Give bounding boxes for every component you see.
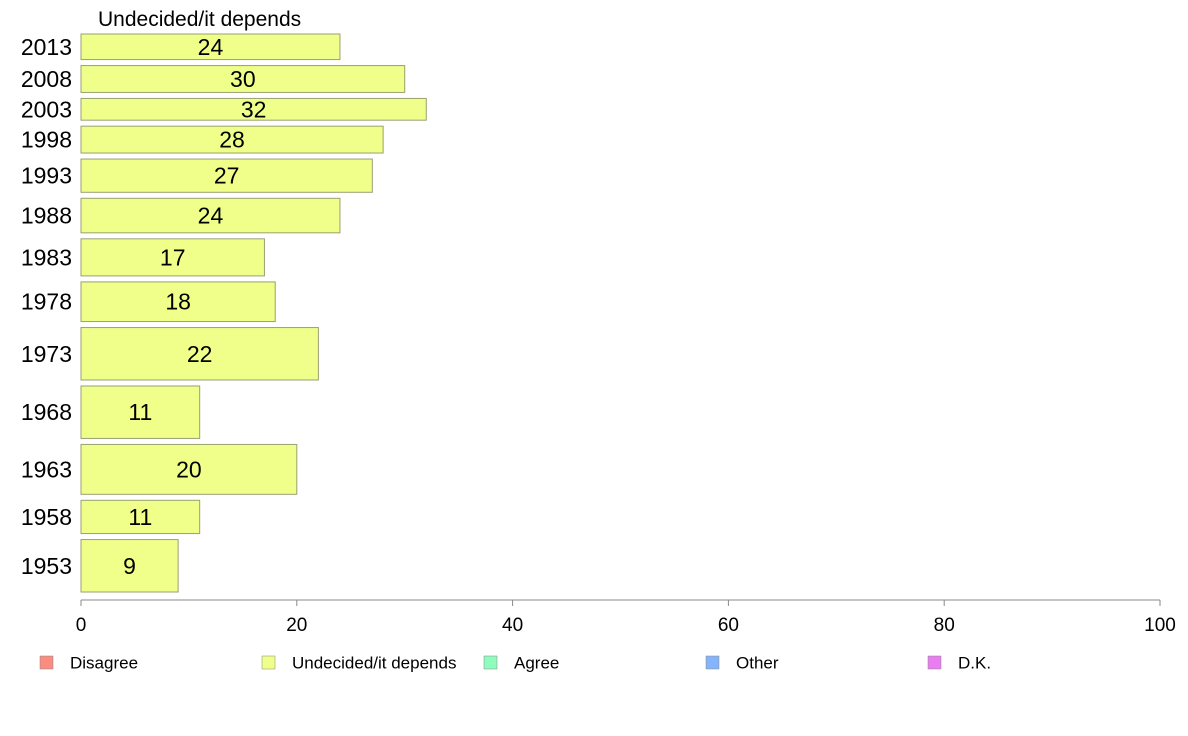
bar-value-label-1988: 24 — [198, 203, 224, 229]
category-label-2008: 2008 — [21, 66, 72, 92]
category-label-1988: 1988 — [21, 203, 72, 229]
category-label-1968: 1968 — [21, 399, 72, 425]
bar-value-label-2008: 30 — [230, 66, 256, 92]
bar-value-label-1983: 17 — [160, 244, 186, 270]
category-label-1953: 1953 — [21, 553, 72, 579]
x-tick-label-60: 60 — [718, 615, 739, 636]
legend-label-4: D.K. — [958, 654, 991, 673]
x-axis: 0 20 40 60 80 100 — [76, 599, 1176, 636]
bar-value-label-2003: 32 — [241, 96, 267, 122]
legend: Disagree Undecided/it depends Agree Other D.… — [39, 654, 991, 673]
bar-1993 — [80, 158, 373, 193]
x-tick-label-100: 100 — [1144, 615, 1176, 636]
bar-1968 — [80, 385, 201, 439]
legend-label-1: Undecided/it depends — [292, 654, 456, 673]
bar-1983 — [80, 238, 265, 277]
category-label-1983: 1983 — [21, 244, 72, 270]
category-label-1963: 1963 — [21, 456, 72, 482]
x-tick-label-20: 20 — [286, 615, 307, 636]
category-label-2013: 2013 — [21, 34, 72, 60]
x-tick-label-40: 40 — [502, 615, 523, 636]
x-tick-label-80: 80 — [934, 615, 955, 636]
legend-swatch-4 — [927, 655, 942, 670]
panel-title: Undecided/it depends — [98, 8, 301, 31]
bar-value-label-1958: 11 — [128, 504, 152, 530]
bar-1958 — [80, 499, 201, 535]
x-tick-label-0: 0 — [76, 615, 87, 636]
bar-value-label-1998: 28 — [219, 127, 245, 153]
bar-value-label-1953: 9 — [123, 553, 136, 579]
category-label-1973: 1973 — [21, 341, 72, 367]
bar-1963 — [80, 443, 298, 495]
legend-swatch-0 — [39, 655, 54, 670]
bar-value-label-1973: 22 — [187, 341, 213, 367]
bar-1973 — [80, 327, 319, 381]
bar-value-label-2013: 24 — [198, 34, 224, 60]
category-label-1958: 1958 — [21, 504, 72, 530]
bar-value-label-1968: 11 — [128, 399, 152, 425]
category-label-1978: 1978 — [21, 289, 72, 315]
bar-value-label-1978: 18 — [165, 289, 191, 315]
legend-swatch-2 — [483, 655, 498, 670]
category-label-1998: 1998 — [21, 127, 72, 153]
legend-swatch-3 — [705, 655, 720, 670]
bar-1978 — [80, 281, 276, 323]
legend-label-3: Other — [736, 654, 779, 673]
legend-swatch-1 — [261, 655, 276, 670]
bar-2013 — [80, 33, 341, 61]
bar-2003 — [80, 97, 427, 121]
bar-1988 — [80, 197, 341, 234]
category-label-1993: 1993 — [21, 163, 72, 189]
bars-group: 24 2013 30 2008 32 2003 28 1998 27 1993 24 1988 17 19… — [21, 33, 427, 593]
bar-value-label-1963: 20 — [176, 456, 202, 482]
category-label-2003: 2003 — [21, 96, 72, 122]
bar-value-label-1993: 27 — [214, 163, 240, 189]
bar-1953 — [80, 539, 179, 593]
bar-2008 — [80, 65, 406, 93]
legend-label-0: Disagree — [70, 654, 138, 673]
bar-1998 — [80, 125, 384, 154]
legend-label-2: Agree — [514, 654, 559, 673]
